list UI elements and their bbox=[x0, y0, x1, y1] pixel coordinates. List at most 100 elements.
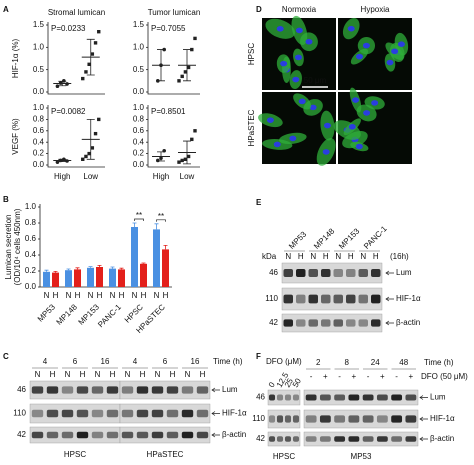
error-bar bbox=[97, 265, 102, 267]
arrow bbox=[385, 320, 394, 326]
data-point bbox=[84, 70, 88, 74]
lane-label: H bbox=[373, 252, 379, 261]
blot-band bbox=[166, 431, 179, 439]
bar-sublabel: H bbox=[53, 291, 59, 300]
lane-label: N bbox=[310, 252, 316, 261]
data-point bbox=[193, 129, 197, 133]
blot-band bbox=[284, 436, 292, 442]
y-axis-label: VEGF (%) bbox=[11, 118, 20, 155]
nucleus bbox=[386, 59, 394, 66]
blot-band bbox=[31, 409, 44, 418]
bar bbox=[131, 227, 138, 287]
treatment-label: + bbox=[380, 372, 385, 381]
blot-band bbox=[91, 386, 104, 394]
panel-letter: C bbox=[3, 352, 9, 361]
y-tick-label: 0.2 bbox=[133, 149, 145, 158]
blot-band bbox=[358, 319, 368, 327]
blot-band bbox=[348, 394, 360, 401]
row-label: HPaSTEC bbox=[247, 109, 256, 146]
p-value: P=0.7055 bbox=[151, 24, 186, 33]
kda-label: 42 bbox=[256, 434, 265, 443]
treatment-label: + bbox=[352, 372, 357, 381]
bar-sublabel: H bbox=[141, 291, 147, 300]
lane-label: H bbox=[80, 370, 86, 379]
axis bbox=[147, 105, 200, 168]
protein-label: HIF-1α bbox=[396, 294, 421, 303]
protein-label: HIF-1α bbox=[222, 409, 247, 418]
blot-band bbox=[391, 415, 403, 423]
blot-band bbox=[319, 394, 331, 401]
y-tick-label: 0.4 bbox=[133, 137, 145, 146]
data-point bbox=[190, 137, 194, 142]
arrow bbox=[211, 411, 220, 416]
blot-strip bbox=[281, 262, 383, 284]
lane-label: N bbox=[335, 252, 341, 261]
sd-bar bbox=[58, 80, 67, 87]
blot-strip bbox=[29, 380, 121, 400]
dose-label: 0 bbox=[267, 380, 277, 389]
blot-band bbox=[308, 294, 318, 304]
blot-band bbox=[136, 409, 149, 418]
blot-band bbox=[106, 431, 119, 439]
sd-bar bbox=[157, 151, 165, 162]
blot-band bbox=[46, 386, 59, 394]
error-bar bbox=[163, 245, 168, 250]
significance-bracket bbox=[134, 218, 144, 221]
sd-bar bbox=[183, 140, 191, 165]
nucleus bbox=[371, 100, 379, 106]
blot-band bbox=[348, 436, 360, 442]
protein-label: β-actin bbox=[430, 434, 454, 443]
blot-strip bbox=[281, 287, 383, 311]
blot-band bbox=[268, 436, 276, 442]
lane-label: N bbox=[285, 252, 291, 261]
y-tick-label: 0.6 bbox=[33, 126, 45, 135]
data-point bbox=[81, 76, 85, 81]
y-tick-label: 0.6 bbox=[133, 126, 145, 135]
y-tick-label: 1.0 bbox=[33, 42, 45, 51]
cell-label: MP153 bbox=[337, 226, 362, 251]
blot-band bbox=[371, 269, 381, 277]
sd-bar bbox=[183, 49, 191, 82]
nucleus bbox=[355, 53, 363, 60]
axis bbox=[47, 22, 105, 95]
row-label: HPSC bbox=[247, 43, 256, 65]
nucleus bbox=[363, 110, 371, 116]
y-tick-label: 0.2 bbox=[33, 149, 45, 158]
x-tick-label: Low bbox=[83, 172, 98, 181]
lane-label: H bbox=[140, 370, 146, 379]
blot-band bbox=[121, 386, 134, 394]
bar bbox=[153, 229, 160, 287]
cell-label: HPSC bbox=[273, 452, 295, 461]
axis bbox=[39, 204, 172, 288]
data-point bbox=[186, 65, 191, 70]
chart-title: Tumor lumican bbox=[148, 8, 201, 17]
nucleus bbox=[280, 60, 288, 67]
x-tick-label: MP148 bbox=[55, 302, 80, 327]
bar bbox=[74, 269, 81, 287]
y-axis-label: HIF-1α (%) bbox=[11, 39, 20, 79]
error-bar bbox=[88, 266, 93, 268]
y-axis-label: Lumican secretion bbox=[4, 215, 13, 280]
y-tick-label: 1.0 bbox=[133, 42, 145, 51]
y-axis-label: (OD/10⁴ cells 450nm) bbox=[13, 208, 22, 285]
lane-label: N bbox=[185, 370, 191, 379]
bar bbox=[52, 272, 59, 287]
nucleus bbox=[397, 41, 405, 47]
x-tick-label: PANC-1 bbox=[96, 302, 123, 329]
data-point bbox=[186, 154, 191, 159]
x-tick-label: High bbox=[153, 172, 169, 181]
cell-label: PANC-1 bbox=[362, 224, 389, 251]
time-label: (16h) bbox=[390, 252, 409, 261]
treatment-label: + bbox=[323, 372, 328, 381]
nucleus bbox=[295, 27, 303, 34]
error-bar bbox=[66, 268, 71, 271]
blot-band bbox=[292, 394, 300, 401]
blot-band bbox=[358, 294, 368, 304]
blot-band bbox=[405, 415, 417, 423]
cell-label: MP53 bbox=[287, 229, 309, 251]
data-point bbox=[183, 157, 188, 161]
bar bbox=[87, 267, 94, 287]
blot-band bbox=[376, 394, 388, 401]
lane-label: H bbox=[50, 370, 56, 379]
